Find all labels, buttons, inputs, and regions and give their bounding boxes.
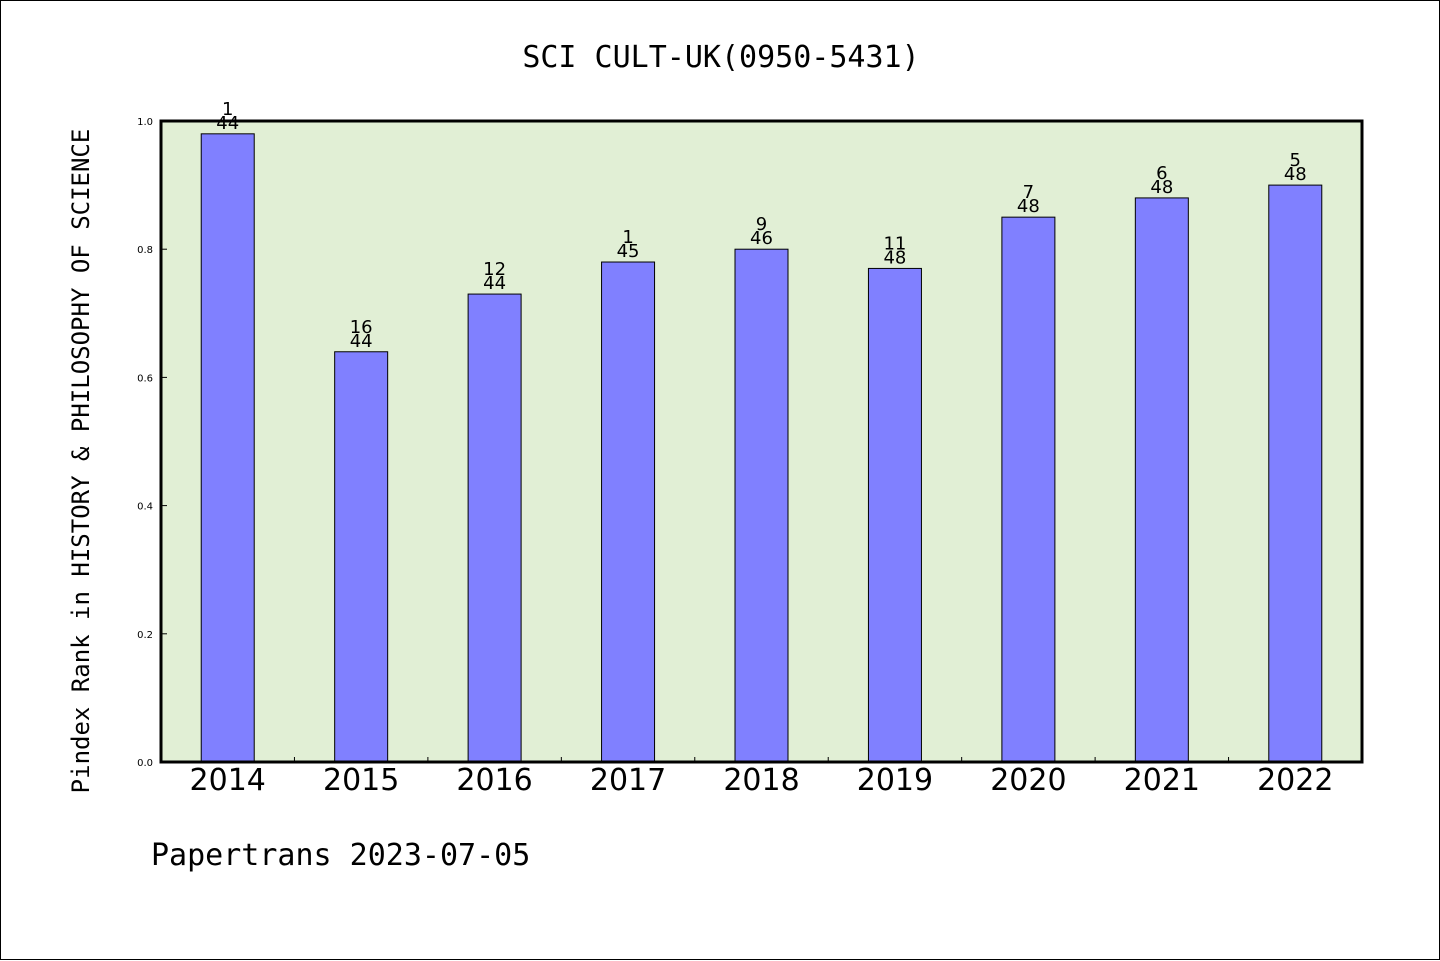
bar-2016 [467, 293, 522, 763]
x-tick-label: 2016 [456, 763, 532, 798]
bar-total-label: 46 [750, 228, 773, 249]
bar-2018 [734, 248, 789, 763]
plot-border [159, 119, 1364, 764]
bar-2020 [1001, 216, 1056, 763]
bar-total-label: 44 [350, 331, 373, 352]
bar-2015 [334, 351, 389, 763]
x-tick-label: 2015 [323, 763, 399, 798]
x-tick-label: 2022 [1257, 763, 1333, 798]
x-tick-label: 2017 [590, 763, 666, 798]
bar-total-label: 48 [1284, 164, 1307, 185]
x-tick-label: 2018 [723, 763, 799, 798]
bar-rank-label: 7 [1023, 182, 1034, 203]
y-tick-label: 0.4 [137, 502, 153, 513]
bar-total-label: 44 [216, 113, 239, 134]
bar-2019 [867, 267, 922, 763]
bar-rank-label: 6 [1156, 163, 1167, 184]
y-tick-label: 0.8 [137, 245, 153, 256]
bar-total-label: 48 [1150, 177, 1173, 198]
bar-2017 [601, 261, 656, 763]
bar-rank-label: 1 [222, 99, 233, 120]
bar-rank-label: 16 [350, 317, 373, 338]
x-tick-label: 2019 [857, 763, 933, 798]
bar-rank-label: 1 [622, 227, 633, 248]
bar-2022 [1268, 184, 1323, 763]
bar-2021 [1134, 197, 1189, 763]
y-tick-label: 0.2 [137, 630, 153, 641]
bar-rank-label: 5 [1290, 150, 1301, 171]
bar-2014 [200, 133, 255, 763]
x-tick-label: 2014 [190, 763, 266, 798]
bar-total-label: 48 [1017, 196, 1040, 217]
y-tick-label: 1.0 [137, 117, 153, 128]
y-tick-label: 0.6 [137, 373, 153, 384]
x-tick-label: 2020 [990, 763, 1066, 798]
bar-rank-label: 11 [883, 233, 906, 254]
bar-total-label: 45 [617, 241, 640, 262]
bar-total-label: 48 [883, 247, 906, 268]
bar-rank-label: 9 [756, 214, 767, 235]
bar-rank-label: 12 [483, 259, 506, 280]
y-tick-label: 0.0 [137, 758, 153, 769]
y-axis-label: Pindex Rank in HISTORY & PHILOSOPHY OF S… [67, 129, 95, 794]
bar-total-label: 44 [483, 273, 506, 294]
footer-credit: Papertrans 2023-07-05 [151, 838, 530, 873]
chart-title: SCI CULT-UK(0950-5431) [522, 40, 919, 75]
x-axis-ticks: 2014 2015 2016 2017 2018 2019 2020 2021 2022 [190, 757, 1333, 798]
x-tick-label: 2021 [1124, 763, 1200, 798]
